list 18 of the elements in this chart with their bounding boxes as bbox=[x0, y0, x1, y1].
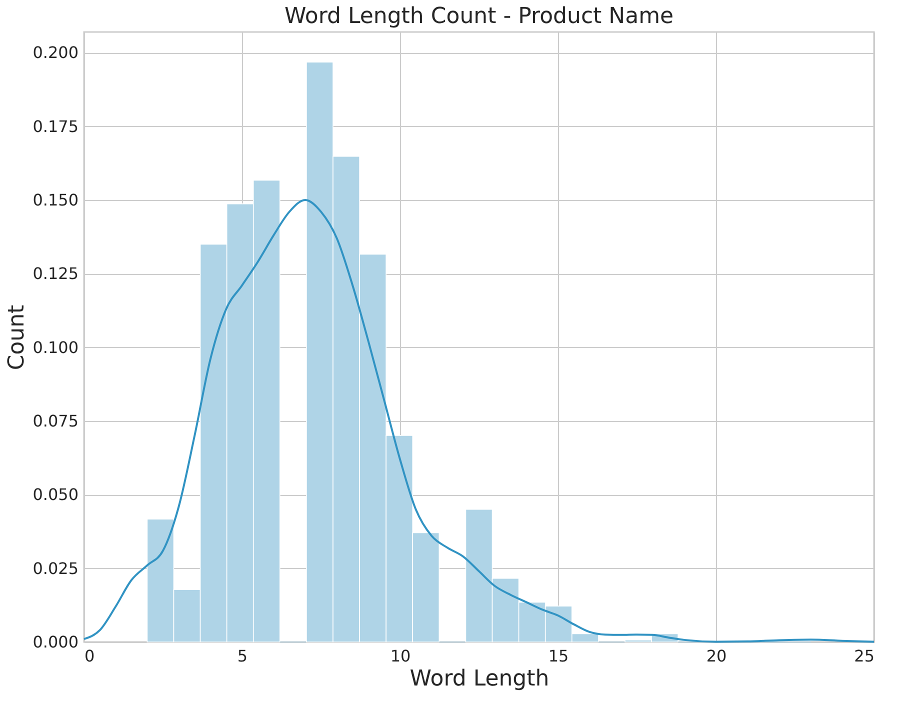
x-tick-label: 20 bbox=[706, 646, 727, 666]
x-tick-label: 0 bbox=[84, 646, 95, 666]
x-tick-label: 5 bbox=[237, 646, 248, 666]
x-tick-label: 25 bbox=[854, 646, 874, 666]
chart-title: Word Length Count - Product Name bbox=[284, 4, 674, 29]
y-axis-title: Count bbox=[4, 304, 30, 370]
y-tick-label: 0.075 bbox=[32, 411, 78, 430]
y-tick-label: 0.025 bbox=[32, 558, 78, 578]
y-tick-label: 0.150 bbox=[32, 190, 78, 210]
y-tick-label: 0.200 bbox=[32, 43, 78, 62]
x-tick-label: 15 bbox=[548, 646, 569, 666]
y-tick-label: 0.100 bbox=[32, 338, 78, 357]
x-axis-title: Word Length bbox=[410, 666, 550, 692]
y-tick-label: 0.050 bbox=[32, 485, 78, 504]
y-tick-label: 0.000 bbox=[32, 632, 78, 652]
y-tick-label: 0.175 bbox=[32, 116, 78, 136]
x-tick-label: 10 bbox=[390, 646, 411, 666]
y-tick-label: 0.125 bbox=[32, 264, 78, 284]
